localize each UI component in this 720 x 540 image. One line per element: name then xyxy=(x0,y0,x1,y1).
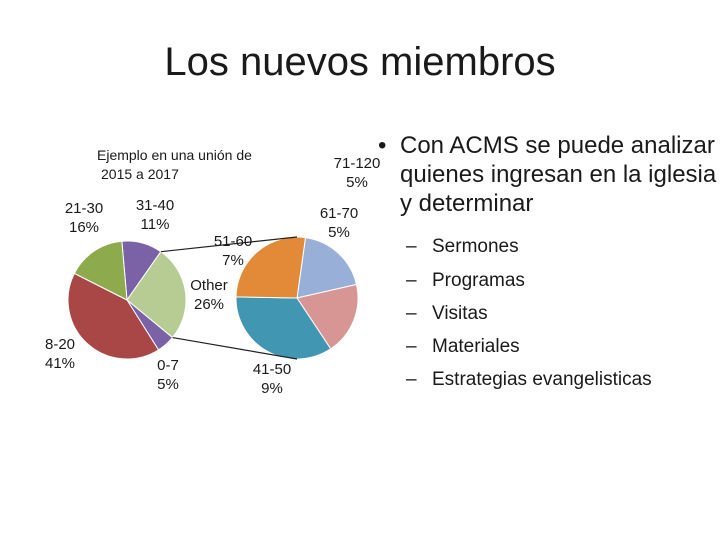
chart-title-text: Ejemplo en una unión de 2015 a 2017 xyxy=(97,147,252,182)
sub-bullet-item: – Sermones xyxy=(406,230,718,263)
dash-icon: – xyxy=(406,302,417,324)
slice-label: 71-120 xyxy=(334,155,381,172)
slice-value-label: 26% xyxy=(194,296,224,313)
slice-value-label: 11% xyxy=(141,216,170,233)
dash-icon: – xyxy=(406,369,417,391)
sub-bullet-text: Sermones xyxy=(432,236,519,258)
slice-labels: 31-40 11% Other 26% 0-7 5% 8-20 41% 21-30 16% 71-1… xyxy=(45,155,380,397)
bullet-list: • Con ACMS se puede analizar quienes ing… xyxy=(378,132,718,397)
pie-slice-other xyxy=(126,250,187,339)
sub-bullet-item: – Estrategias evangelisticas xyxy=(406,363,718,396)
chart-title: Ejemplo en una unión de 2015 a 2017 xyxy=(97,147,252,182)
sub-bullet-item: – Materiales xyxy=(406,330,718,363)
secondary-slice-61-70 xyxy=(296,283,359,350)
slice-value-label: 7% xyxy=(222,252,244,269)
slice-label: 0-7 xyxy=(157,357,179,374)
main-bullet: • Con ACMS se puede analizar quienes ing… xyxy=(378,132,718,218)
slice-label: 41-50 xyxy=(253,361,291,378)
connector-line-bottom xyxy=(172,336,298,360)
slice-label: 61-70 xyxy=(320,205,358,222)
secondary-pie xyxy=(235,236,359,360)
pie-slice-21-30 xyxy=(73,240,128,301)
slice-value-label: 5% xyxy=(328,224,350,241)
slice-value-label: 41% xyxy=(45,355,75,372)
slice-value-label: 16% xyxy=(69,219,99,236)
sub-bullet-text: Visitas xyxy=(432,302,488,324)
slice-label: Other xyxy=(190,277,228,294)
bullet-dot-icon: • xyxy=(378,132,387,159)
sub-bullet-list: – Sermones – Programas – Visitas – Materiales – E… xyxy=(406,230,718,396)
connector-line-top xyxy=(160,236,298,253)
sub-bullet-text: Materiales xyxy=(432,336,520,358)
sub-bullet-text: Estrategias evangelisticas xyxy=(432,369,652,391)
sub-bullet-text: Programas xyxy=(432,269,525,291)
slice-value-label: 5% xyxy=(157,376,179,393)
dash-icon: – xyxy=(406,236,417,258)
slice-label: 21-30 xyxy=(65,200,103,217)
dash-icon: – xyxy=(406,336,417,358)
main-bullet-text: Con ACMS se puede analizar quienes ingre… xyxy=(400,132,717,217)
sub-bullet-item: – Programas xyxy=(406,264,718,297)
secondary-slice-41-50 xyxy=(235,296,332,360)
slice-value-label: 9% xyxy=(261,380,283,397)
slice-label: 51-60 xyxy=(214,233,252,250)
sub-bullet-item: – Visitas xyxy=(406,297,718,330)
slice-value-label: 5% xyxy=(346,174,368,191)
primary-pie xyxy=(67,240,187,360)
secondary-slice-71-120 xyxy=(296,237,358,299)
slice-label: 8-20 xyxy=(45,336,75,353)
pie-slice-8-20 xyxy=(67,272,160,360)
slice-label: 31-40 xyxy=(136,197,174,214)
slide-title: Los nuevos miembros xyxy=(164,40,556,84)
dash-icon: – xyxy=(406,269,417,291)
connector-lines xyxy=(160,236,298,360)
